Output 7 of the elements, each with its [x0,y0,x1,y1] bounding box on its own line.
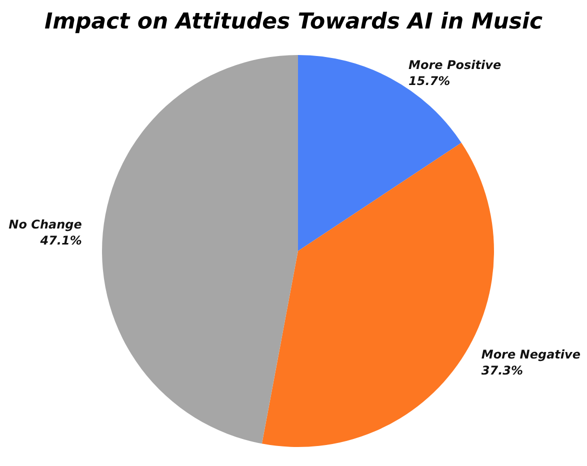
chart-title: Impact on Attitudes Towards AI in Music [44,10,543,34]
slice-label: More Negative [481,348,580,362]
data-label: 37.3% [481,364,524,378]
data-label: 15.7% [408,74,450,88]
data-label: 47.1% [39,233,82,248]
slice-label: More Positive [408,58,502,72]
slice-label: No Change [8,217,82,232]
